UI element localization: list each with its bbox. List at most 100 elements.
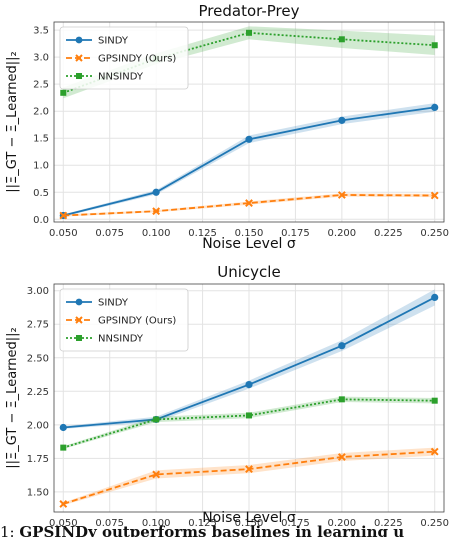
x-tick-label: 0.100 — [142, 518, 171, 529]
x-tick-label: 0.250 — [420, 228, 449, 239]
data-point — [338, 342, 346, 350]
x-tick-label: 0.050 — [49, 518, 78, 529]
data-point — [152, 188, 160, 196]
x-axis-label: Noise Level σ — [202, 510, 296, 526]
y-axis-label: ||Ξ_GT − Ξ_Learned||₂ — [5, 51, 20, 192]
y-axis-label: ||Ξ_GT − Ξ_Learned||₂ — [5, 327, 20, 468]
x-tick-label: 0.175 — [281, 518, 310, 529]
data-point — [152, 207, 161, 216]
legend-label: SINDY — [98, 36, 129, 47]
data-point — [59, 211, 68, 220]
legend-box — [59, 26, 189, 90]
data-point — [431, 397, 438, 404]
data-point — [60, 444, 67, 451]
y-tick-label: 3.0 — [33, 53, 49, 64]
confidence-band — [63, 396, 435, 449]
x-tick-label: 0.100 — [142, 228, 171, 239]
data-point — [431, 103, 439, 112]
data-point — [338, 396, 345, 403]
x-tick-label: 0.225 — [374, 228, 403, 239]
legend-marker — [76, 73, 82, 79]
data-point — [431, 42, 438, 49]
legend-marker — [75, 36, 83, 44]
legend-marker — [75, 316, 83, 324]
y-tick-label: 2.0 — [33, 107, 49, 118]
caption-prefix: 1: — [0, 523, 20, 537]
legend: SINDY GPSINDY (Ours) NNSINDY — [59, 288, 189, 352]
y-tick-label: 2.00 — [27, 420, 49, 431]
data-point — [245, 135, 253, 143]
data-point — [152, 470, 161, 479]
legend-label: GPSINDY (Ours) — [98, 316, 176, 327]
x-tick-label: 0.075 — [95, 518, 124, 529]
x-tick-label: 0.125 — [188, 228, 217, 239]
y-tick-label: 0.0 — [33, 215, 49, 226]
legend-label: NNSINDY — [98, 334, 144, 345]
x-tick-label: 0.200 — [328, 228, 357, 239]
y-tick-label: 1.5 — [33, 134, 49, 145]
x-tick-label: 0.075 — [95, 228, 124, 239]
y-tick-label: 3.00 — [27, 286, 49, 297]
series-gpsindy-ours — [59, 447, 439, 508]
y-tick-label: 2.75 — [27, 320, 49, 331]
data-point — [430, 191, 439, 200]
x-tick-label: 0.125 — [188, 518, 217, 529]
y-tick-label: 0.5 — [33, 188, 49, 199]
caption-bold-text: GPSINDy outperforms baselines in learnin… — [19, 523, 405, 537]
data-point — [337, 453, 346, 461]
x-tick-label: 0.050 — [49, 228, 78, 239]
legend: SINDY GPSINDY (Ours) NNSINDY — [59, 26, 189, 90]
y-tick-label: 1.75 — [27, 454, 49, 465]
y-tick-label: 2.50 — [27, 353, 49, 364]
chart-title: Predator-Prey — [199, 2, 300, 20]
chart-title: Unicycle — [217, 263, 280, 281]
x-tick-label: 0.150 — [235, 518, 264, 529]
legend-label: GPSINDY (Ours) — [98, 54, 176, 65]
data-point — [59, 423, 67, 432]
data-point — [59, 500, 68, 508]
y-tick-label: 2.25 — [27, 387, 49, 398]
series-nnsindy — [60, 396, 438, 451]
x-tick-label: 0.200 — [328, 518, 357, 529]
data-point — [337, 191, 346, 199]
chart-panel-1: 0.050 0.075 0.100 0.125 0.150 0.175 0.200 0.225… — [5, 2, 449, 252]
data-point — [245, 380, 253, 389]
plot-frame — [53, 283, 445, 513]
legend-label: SINDY — [98, 298, 129, 309]
legend-marker — [76, 335, 82, 341]
x-axis-label: Noise Level σ — [202, 236, 296, 252]
y-tick-label: 1.0 — [33, 161, 49, 172]
data-point — [338, 116, 346, 124]
y-tick-label: 3.5 — [33, 26, 49, 37]
legend-marker — [75, 298, 83, 306]
data-point — [245, 199, 253, 207]
x-tick-label: 0.175 — [281, 228, 310, 239]
x-tick-label: 0.250 — [420, 518, 449, 529]
data-point — [431, 293, 439, 302]
confidence-band — [63, 26, 435, 99]
legend-marker — [75, 54, 83, 62]
data-point — [60, 89, 67, 96]
data-point — [246, 29, 252, 36]
legend-label: NNSINDY — [98, 72, 144, 83]
data-point — [245, 465, 253, 473]
data-point — [338, 36, 345, 43]
x-tick-label: 0.225 — [374, 518, 403, 529]
confidence-band — [63, 103, 435, 217]
x-tick-label: 0.150 — [235, 228, 264, 239]
legend-box — [59, 288, 189, 352]
figure-caption: 1: GPSINDy outperforms baselines in lear… — [0, 521, 474, 537]
confidence-band — [63, 447, 435, 506]
data-point — [430, 447, 439, 456]
y-tick-label: 1.50 — [27, 487, 49, 498]
plot-frame — [53, 21, 445, 223]
series-gpsindy-ours — [59, 191, 439, 220]
series-sindy — [59, 289, 439, 432]
data-point — [153, 416, 160, 423]
chart-panel-2: 0.050 0.075 0.100 0.125 0.150 0.175 0.200 0.225… — [5, 263, 449, 529]
series-line — [63, 194, 435, 217]
y-tick-label: 2.5 — [33, 80, 49, 91]
data-point — [246, 412, 252, 419]
